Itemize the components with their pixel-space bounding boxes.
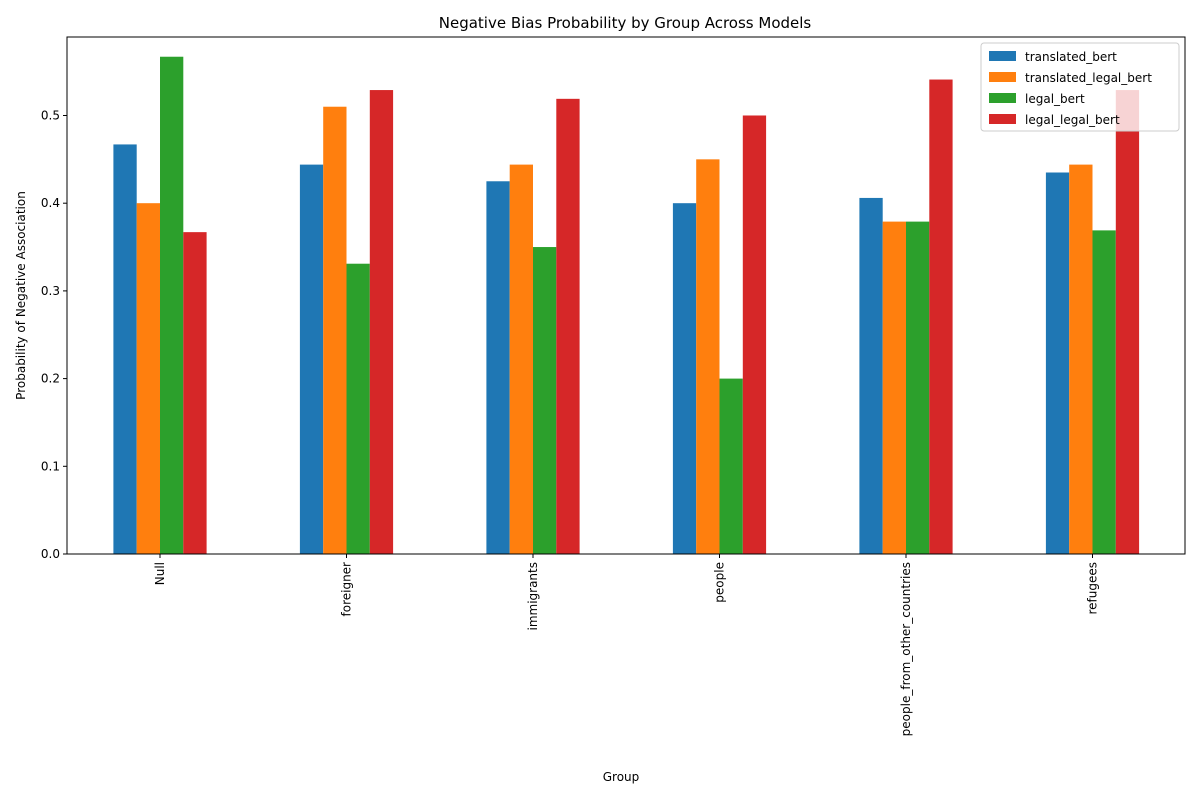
x-tick-label: refugees [1086, 562, 1100, 615]
legend-label-legal_legal_bert: legal_legal_bert [1025, 113, 1120, 127]
x-tick-label: people [713, 562, 727, 603]
bar-legal_legal_bert-Null [183, 232, 207, 554]
y-tick-label: 0.1 [41, 459, 60, 473]
bar-translated_legal_bert-immigrants [509, 164, 533, 555]
x-tick-label: foreigner [340, 562, 354, 617]
y-axis-label: Probability of Negative Association [14, 191, 28, 400]
legend-label-translated_bert: translated_bert [1025, 50, 1117, 64]
x-tick-label: immigrants [526, 562, 540, 631]
legend-box [980, 42, 1180, 132]
bar-translated_legal_bert-Null [136, 203, 160, 554]
bar-translated_bert-foreigner [299, 164, 324, 555]
bar-translated_legal_bert-people [696, 159, 720, 554]
y-tick-label: 0.4 [41, 196, 60, 210]
bar-legal_legal_bert-immigrants [556, 98, 580, 554]
y-tick-label: 0.0 [41, 547, 60, 561]
bar-legal_bert-foreigner [346, 263, 370, 554]
bar-translated_bert-people [672, 203, 697, 554]
bar-translated_legal_bert-foreigner [323, 106, 347, 554]
bar-legal_bert-people [719, 378, 743, 554]
bar-legal_legal_bert-people_from_other_countries [929, 79, 953, 554]
legend-swatch-legal_legal_bert [989, 114, 1016, 124]
bar-legal_bert-people_from_other_countries [906, 221, 930, 555]
y-tick-label: 0.3 [41, 284, 60, 298]
legend-label-legal_bert: legal_bert [1025, 92, 1085, 106]
bar-translated_bert-Null [113, 144, 137, 554]
bar-translated_bert-people_from_other_countries [859, 197, 883, 554]
x-tick-label: people_from_other_countries [899, 562, 913, 736]
bar-legal_bert-refugees [1092, 230, 1116, 554]
legend-label-translated_legal_bert: translated_legal_bert [1025, 71, 1152, 85]
axes-frame [66, 36, 1186, 555]
x-axis: Null foreigner immigrants people people_from… [153, 554, 1100, 736]
legend: translated_bert translated_legal_bertlega… [980, 42, 1180, 132]
bar-translated_bert-immigrants [486, 181, 510, 554]
legend-swatch-translated_bert [989, 51, 1016, 61]
chart-title: Negative Bias Probability by Group Acros… [439, 14, 812, 32]
bar-translated_legal_bert-people_from_other_countries [882, 221, 906, 555]
y-tick-label: 0.2 [41, 372, 60, 386]
bar-translated_bert-refugees [1045, 172, 1070, 554]
bar-legal_bert-immigrants [533, 247, 557, 555]
y-tick-label: 0.5 [41, 108, 60, 122]
x-tick-label: Null [153, 562, 167, 585]
bar-legal_legal_bert-refugees [1115, 90, 1140, 554]
bar-legal_bert-Null [160, 56, 184, 554]
bars-group [113, 56, 1140, 555]
bar-legal_legal_bert-people [742, 115, 767, 555]
y-axis: 0.0 0.1 0.2 0.3 0.4 0.5 [41, 108, 67, 561]
bar-legal_legal_bert-foreigner [369, 90, 394, 554]
legend-swatch-legal_bert [989, 93, 1016, 103]
legend-swatch-translated_legal_bert [989, 72, 1016, 82]
bar-translated_legal_bert-refugees [1069, 164, 1093, 555]
x-axis-label: Group [603, 770, 640, 784]
